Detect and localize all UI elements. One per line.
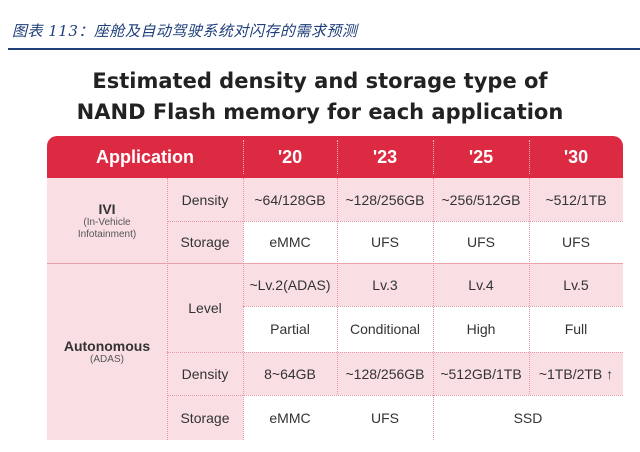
- ivi-density-2020: ~64/128GB: [254, 191, 326, 208]
- header-divider: [433, 140, 434, 174]
- figure-caption: 图表 113：座舱及自动驾驶系统对闪存的需求预测: [12, 22, 358, 40]
- autonomous-density-2025: ~512GB/1TB: [440, 365, 522, 382]
- level-2020: ~Lv.2(ADAS): [249, 276, 331, 293]
- autonomy-2023: Conditional: [349, 321, 421, 337]
- column-divider: [243, 178, 244, 440]
- level-2030: Lv.5: [563, 276, 589, 293]
- ivi-density-2030: ~512/1TB: [545, 191, 607, 208]
- ivi-storage-label: Storage: [180, 234, 230, 250]
- ivi-name: IVI: [98, 200, 116, 217]
- ivi-subtitle-line-2: Infotainment): [77, 228, 137, 240]
- autonomous-application-label: Autonomous (ADAS): [47, 263, 167, 440]
- autonomous-density-2030: ~1TB/2TB ↑: [538, 365, 614, 382]
- ivi-storage-2025: UFS: [467, 234, 495, 250]
- autonomous-storage-label: Storage: [180, 409, 230, 426]
- section-divider: [47, 263, 623, 264]
- autonomy-2030: Full: [564, 321, 588, 337]
- header-divider: [529, 140, 530, 174]
- chart-title: Estimated density and storage type of NA…: [0, 66, 640, 128]
- column-divider: [433, 178, 434, 440]
- caption-divider: [8, 48, 640, 50]
- ivi-storage-2030: UFS: [562, 234, 590, 250]
- header-divider: [337, 140, 338, 174]
- row-divider: [243, 306, 623, 307]
- autonomy-2020: Partial: [270, 321, 310, 337]
- autonomous-storage-2020: eMMC: [269, 409, 311, 426]
- ivi-density-label: Density: [181, 191, 229, 208]
- ivi-subtitle-line-1: (In-Vehicle: [83, 216, 131, 228]
- table-header-row: Application '20 '23 '25 '30: [47, 136, 623, 178]
- column-divider: [337, 178, 338, 394]
- column-divider: [529, 178, 530, 394]
- autonomous-storage-2025-2030: SSD: [513, 409, 543, 426]
- level-2023: Lv.3: [372, 276, 398, 293]
- level-2025: Lv.4: [468, 276, 494, 293]
- title-line-1: Estimated density and storage type of: [92, 69, 548, 93]
- autonomous-name: Autonomous: [63, 337, 151, 354]
- ivi-density-2025: ~256/512GB: [441, 191, 521, 208]
- row-divider: [167, 221, 623, 222]
- ivi-storage-2023: UFS: [371, 234, 399, 250]
- row-divider: [167, 395, 623, 396]
- autonomous-density-2020: 8~64GB: [264, 365, 316, 382]
- header-year-2025: '25: [468, 147, 494, 167]
- header-divider: [243, 140, 244, 174]
- header-year-2023: '23: [372, 147, 398, 167]
- header-application: Application: [96, 147, 194, 167]
- header-year-2020: '20: [277, 147, 303, 167]
- column-divider: [167, 178, 168, 440]
- autonomous-subtitle: (ADAS): [90, 353, 124, 365]
- ivi-density-2023: ~128/256GB: [345, 191, 425, 208]
- autonomous-density-label: Density: [181, 365, 229, 382]
- nand-flash-table: Application '20 '23 '25 '30 IVI (In-Vehi…: [47, 136, 623, 440]
- autonomous-level-label: Level: [188, 299, 222, 316]
- autonomous-storage-2023: UFS: [371, 409, 399, 426]
- ivi-application-label: IVI (In-Vehicle Infotainment): [47, 178, 167, 263]
- header-year-2030: '30: [563, 147, 589, 167]
- autonomous-density-2023: ~128/256GB: [345, 365, 425, 382]
- title-line-2: NAND Flash memory for each application: [76, 100, 564, 124]
- autonomy-2025: High: [466, 321, 496, 337]
- row-divider: [167, 352, 623, 353]
- ivi-storage-2020: eMMC: [269, 234, 311, 250]
